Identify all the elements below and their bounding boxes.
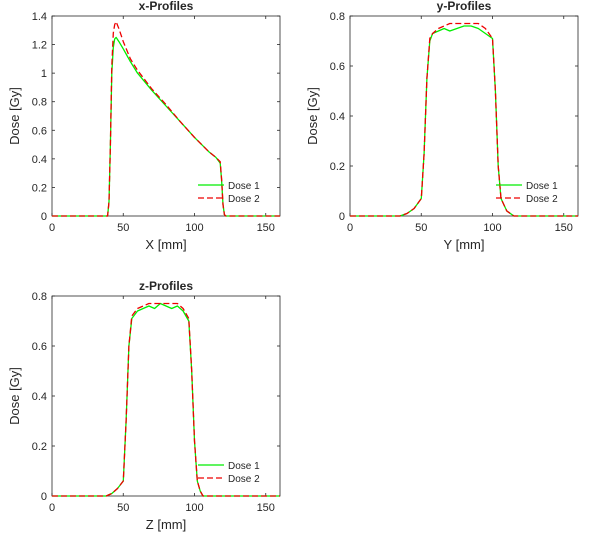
z-x-tick-label: 50 [117,502,129,514]
y-y-axis-label: Dose [Gy] [305,87,320,145]
z-legend-label-dose2: Dose 2 [228,474,260,485]
z-y-tick-label: 0.2 [32,441,47,453]
x-y-tick-label: 0.2 [32,182,47,194]
y-series-dose2-line [350,22,578,217]
x-legend-label-dose1: Dose 1 [228,181,260,192]
x-y-tick-label: 1.4 [32,11,47,23]
y-y-tick-label: 0 [339,211,345,223]
x-legend-label-dose2: Dose 2 [228,194,260,205]
y-plot-area [349,15,579,217]
x-x-tick-label: 50 [117,222,129,234]
x-x-tick-label: 0 [49,222,55,234]
y-y-tick-label: 0.8 [330,11,345,23]
z-legend-label-dose1: Dose 1 [228,461,260,472]
z-x-tick-label: 0 [49,502,55,514]
z-y-tick-label: 0 [41,491,47,503]
x-y-tick-label: 0.6 [32,125,47,137]
z-y-tick-label: 0.4 [32,391,47,403]
x-y-tick-label: 1.2 [32,40,47,52]
x-y-tick-label: 0 [41,211,47,223]
z-chart-title: z-Profiles [139,279,193,293]
y-x-tick-label: 0 [347,222,353,234]
y-x-tick-label: 100 [483,222,501,234]
y-chart-title: y-Profiles [437,0,492,13]
z-series-dose2-line [52,302,280,497]
z-y-axis-label: Dose [Gy] [7,367,22,425]
y-x-tick-label: 150 [555,222,573,234]
y-x-axis-label: Y [mm] [444,237,485,252]
y-profiles-panel: 0 50 100 150 0 0.2 0.4 0.6 0.8 Dose 1 Dose 2 y-Prof… [305,0,579,252]
x-profiles-panel: 0 50 100 150 0 0.2 0.4 0.6 0.8 1 1.2 1.4 Dose 1 Dose … [7,0,281,252]
y-legend-label-dose2: Dose 2 [526,194,558,205]
y-legend-label-dose1: Dose 1 [526,181,558,192]
x-y-axis-label: Dose [Gy] [7,87,22,145]
z-y-tick-label: 0.8 [32,291,47,303]
x-chart-title: x-Profiles [139,0,194,13]
x-x-tick-label: 100 [185,222,203,234]
x-series-dose2-line [52,21,280,217]
z-x-tick-label: 100 [185,502,203,514]
z-profiles-panel: 0 50 100 150 0 0.2 0.4 0.6 0.8 Dose 1 Dose 2 z-Prof… [7,279,281,532]
x-plot-area [51,15,281,217]
y-y-tick-label: 0.2 [330,161,345,173]
x-x-axis-label: X [mm] [145,237,186,252]
x-y-tick-label: 0.4 [32,154,47,166]
z-plot-area [51,295,281,497]
y-y-tick-label: 0.4 [330,111,345,123]
x-y-tick-label: 1 [41,68,47,80]
z-x-tick-label: 150 [257,502,275,514]
y-y-tick-label: 0.6 [330,61,345,73]
z-y-tick-label: 0.6 [32,341,47,353]
x-y-tick-label: 0.8 [32,97,47,109]
z-x-axis-label: Z [mm] [146,517,186,532]
y-x-tick-label: 50 [415,222,427,234]
x-x-tick-label: 150 [257,222,275,234]
